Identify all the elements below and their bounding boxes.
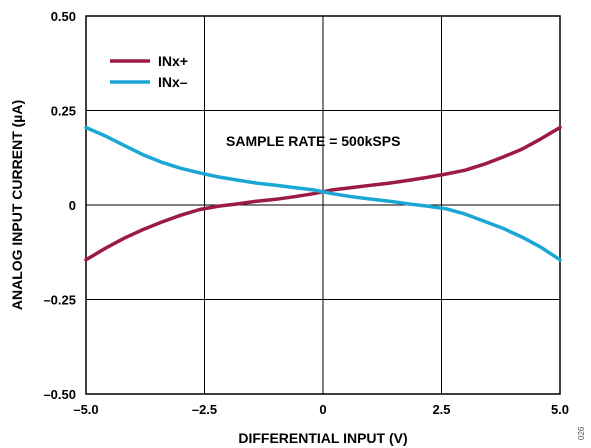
series-group	[84, 125, 562, 262]
series-line-inx-minus	[84, 125, 562, 262]
x-tick-label: 0	[319, 402, 326, 417]
y-axis-label: ANALOG INPUT CURRENT (µA)	[9, 100, 25, 310]
x-tick-label: –5.0	[73, 402, 98, 417]
x-tick-label: 2.5	[432, 402, 450, 417]
y-tick-label: 0	[69, 198, 76, 213]
x-axis-label: DIFFERENTIAL INPUT (V)	[238, 430, 407, 446]
x-tick-labels: –5.0 –2.5 0 2.5 5.0	[73, 402, 569, 417]
legend: INx+ INx–	[110, 53, 188, 90]
y-tick-label: –0.25	[43, 293, 76, 308]
plot-frame	[85, 15, 561, 395]
legend-label-inx-plus: INx+	[158, 53, 188, 69]
y-tick-label: –0.50	[43, 387, 76, 402]
legend-label-inx-minus: INx–	[158, 74, 188, 90]
x-tick-label: 5.0	[551, 402, 569, 417]
y-tick-label: 0.50	[51, 9, 76, 24]
figure-id: 026	[577, 426, 586, 440]
y-tick-label: 0.25	[51, 104, 76, 119]
x-tick-label: –2.5	[192, 402, 217, 417]
annotation-sample-rate: SAMPLE RATE = 500kSPS	[226, 133, 400, 149]
grid	[85, 15, 561, 395]
y-tick-labels: 0.50 0.25 0 –0.25 –0.50	[43, 9, 76, 402]
